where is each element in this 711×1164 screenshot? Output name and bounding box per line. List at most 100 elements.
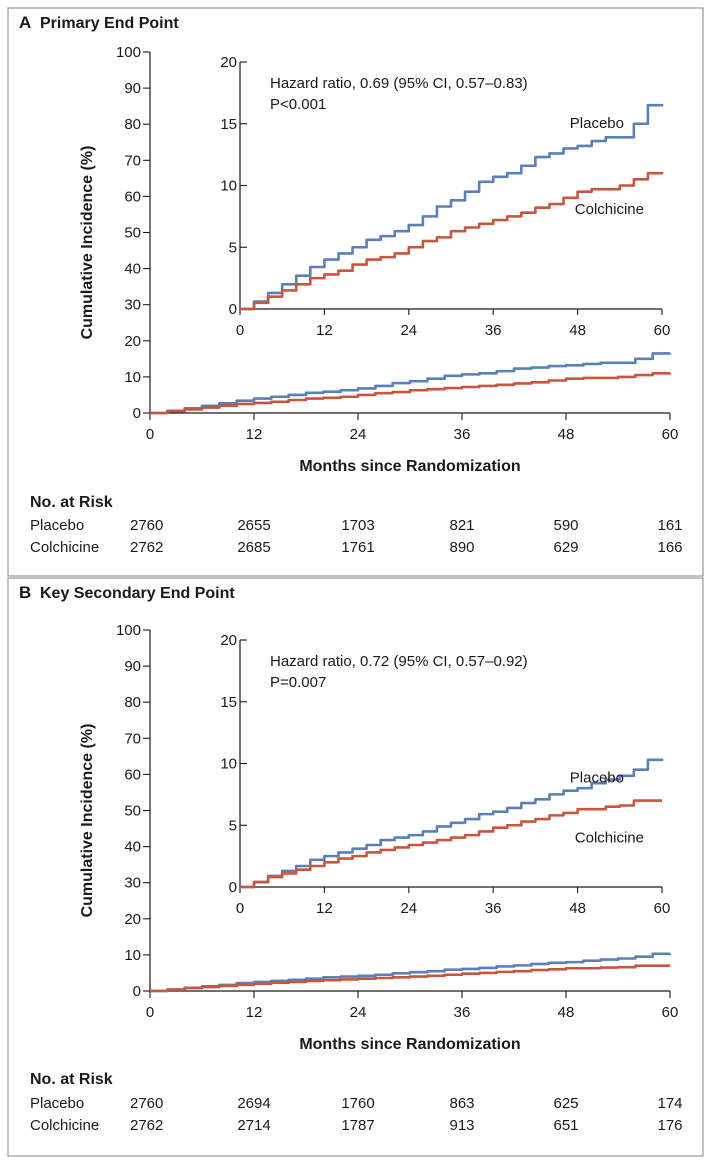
risk-value: 651 xyxy=(553,1117,578,1134)
inset-x-tick-label: 12 xyxy=(316,322,333,339)
panel-a: A Primary End Point0102030405060708090100… xyxy=(7,7,704,577)
main-y-tick-label: 90 xyxy=(124,80,141,97)
inset-y-tick-label: 15 xyxy=(220,694,237,711)
main-curve-colchicine xyxy=(150,371,672,415)
risk-value: 1703 xyxy=(341,517,374,534)
inset-x-tick-label: 12 xyxy=(316,900,333,917)
panel-label: A xyxy=(19,13,31,32)
main-y-tick-label: 20 xyxy=(124,333,141,350)
risk-value: 2760 xyxy=(130,1095,163,1112)
main-x-tick-label: 0 xyxy=(146,426,154,443)
inset-x-tick-label: 0 xyxy=(236,900,244,917)
inset-x-tick-label: 24 xyxy=(400,900,417,917)
main-y-tick-label: 30 xyxy=(124,875,141,892)
risk-value: 166 xyxy=(657,539,682,556)
main-y-tick-label: 80 xyxy=(124,116,141,133)
main-y-tick-label: 10 xyxy=(124,947,141,964)
main-y-tick-label: 30 xyxy=(124,297,141,314)
p-value-annotation: P<0.001 xyxy=(270,96,326,113)
risk-value: 2685 xyxy=(237,539,270,556)
y-axis-label: Cumulative Incidence (%) xyxy=(79,146,96,340)
main-x-tick-label: 36 xyxy=(454,1004,471,1021)
series-label-placebo: Placebo xyxy=(570,770,624,787)
hazard-ratio-annotation: Hazard ratio, 0.69 (95% CI, 0.57–0.83) xyxy=(270,75,528,92)
main-x-tick-label: 60 xyxy=(662,426,679,443)
main-y-tick-label: 70 xyxy=(124,730,141,747)
main-x-tick-label: 36 xyxy=(454,426,471,443)
inset-y-tick-label: 0 xyxy=(229,301,237,318)
inset-curve-colchicine xyxy=(240,799,662,889)
panel-b: B Key Secondary End Point0102030405060708… xyxy=(7,577,704,1157)
hazard-ratio-annotation: Hazard ratio, 0.72 (95% CI, 0.57–0.92) xyxy=(270,653,528,670)
risk-value: 625 xyxy=(553,1095,578,1112)
main-y-tick-label: 0 xyxy=(133,405,141,422)
inset-x-tick-label: 48 xyxy=(569,322,586,339)
risk-value: 629 xyxy=(553,539,578,556)
main-x-tick-label: 24 xyxy=(350,1004,367,1021)
risk-value: 2762 xyxy=(130,539,163,556)
inset-x-tick-label: 24 xyxy=(400,322,417,339)
risk-value: 2762 xyxy=(130,1117,163,1134)
risk-value: 1760 xyxy=(341,1095,374,1112)
inset-y-tick-label: 5 xyxy=(229,817,237,834)
main-x-tick-label: 48 xyxy=(558,1004,575,1021)
series-label-placebo: Placebo xyxy=(570,115,624,132)
risk-row-label: Placebo xyxy=(30,517,84,534)
main-y-tick-label: 60 xyxy=(124,766,141,783)
inset-y-tick-label: 10 xyxy=(220,178,237,195)
panel-frame xyxy=(7,577,704,1157)
risk-value: 890 xyxy=(449,539,474,556)
main-y-tick-label: 50 xyxy=(124,225,141,242)
inset-x-tick-label: 48 xyxy=(569,900,586,917)
risk-value: 174 xyxy=(657,1095,682,1112)
inset-y-tick-label: 15 xyxy=(220,116,237,133)
inset-x-tick-label: 36 xyxy=(485,900,502,917)
risk-value: 821 xyxy=(449,517,474,534)
panel-label: B xyxy=(19,583,31,602)
risk-value: 176 xyxy=(657,1117,682,1134)
inset-y-tick-label: 10 xyxy=(220,756,237,773)
risk-value: 1787 xyxy=(341,1117,374,1134)
risk-value: 2714 xyxy=(237,1117,270,1134)
main-x-tick-label: 0 xyxy=(146,1004,154,1021)
main-curve-colchicine xyxy=(150,964,670,993)
inset-y-tick-label: 20 xyxy=(220,54,237,71)
inset-x-tick-label: 36 xyxy=(485,322,502,339)
main-x-tick-label: 12 xyxy=(246,1004,263,1021)
main-x-tick-label: 48 xyxy=(558,426,575,443)
inset-x-tick-label: 0 xyxy=(236,322,244,339)
main-x-tick-label: 60 xyxy=(662,1004,679,1021)
risk-value: 2655 xyxy=(237,517,270,534)
main-y-tick-label: 0 xyxy=(133,983,141,1000)
main-y-tick-label: 80 xyxy=(124,694,141,711)
main-curve-placebo xyxy=(150,352,672,415)
risk-row-label: Colchicine xyxy=(30,539,99,556)
inset-y-tick-label: 0 xyxy=(229,879,237,896)
inset-y-tick-label: 20 xyxy=(220,632,237,649)
risk-table-heading: No. at Risk xyxy=(30,1071,113,1088)
inset-curve-colchicine xyxy=(240,171,664,311)
main-y-tick-label: 40 xyxy=(124,261,141,278)
inset-curve-placebo xyxy=(240,103,664,311)
main-y-tick-label: 100 xyxy=(116,622,141,639)
panel-title: Key Secondary End Point xyxy=(40,585,235,602)
inset-x-tick-label: 60 xyxy=(654,900,671,917)
panel-frame xyxy=(7,7,704,577)
risk-row-label: Colchicine xyxy=(30,1117,99,1134)
inset-x-tick-label: 60 xyxy=(654,322,671,339)
main-x-tick-label: 12 xyxy=(246,426,263,443)
main-y-tick-label: 100 xyxy=(116,44,141,61)
risk-value: 913 xyxy=(449,1117,474,1134)
main-x-tick-label: 24 xyxy=(350,426,367,443)
risk-value: 863 xyxy=(449,1095,474,1112)
p-value-annotation: P=0.007 xyxy=(270,674,326,691)
inset-curve-placebo xyxy=(240,758,664,889)
main-y-tick-label: 20 xyxy=(124,911,141,928)
x-axis-label: Months since Randomization xyxy=(299,458,520,475)
risk-value: 2694 xyxy=(237,1095,270,1112)
main-y-tick-label: 70 xyxy=(124,152,141,169)
risk-value: 161 xyxy=(657,517,682,534)
main-curve-placebo xyxy=(150,952,672,993)
